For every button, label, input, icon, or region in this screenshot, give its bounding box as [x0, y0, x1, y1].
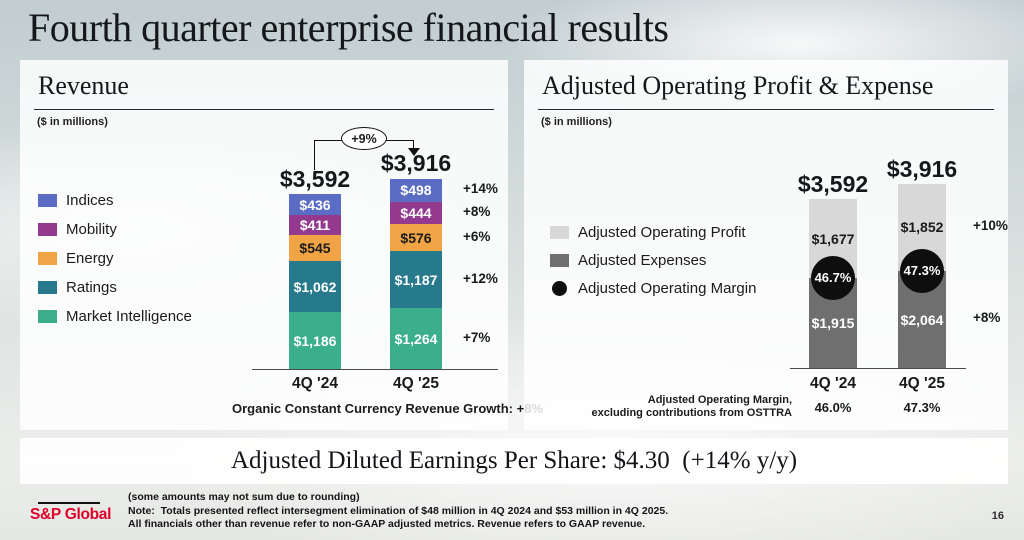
profit-panel-title: Adjusted Operating Profit & Expense: [542, 71, 934, 100]
legend-item-energy: Energy: [38, 250, 192, 267]
logo-rule: [38, 502, 100, 504]
eps-banner: Adjusted Diluted Earnings Per Share: $4.…: [20, 438, 1008, 484]
profit-legend: Adjusted Operating Profit Adjusted Expen…: [550, 224, 756, 297]
legend-label: Energy: [66, 250, 114, 267]
revenue-title-rule: [34, 109, 494, 110]
growth-label: +14%: [463, 181, 498, 197]
market-intelligence-swatch: [38, 310, 57, 323]
legend-item-indices: Indices: [38, 192, 192, 209]
legend-item-operating-margin: Adjusted Operating Margin: [550, 280, 756, 297]
bar-segment: $576: [390, 223, 442, 252]
legend-item-operating-profit: Adjusted Operating Profit: [550, 224, 756, 241]
margin-ex-osttra-label: Adjusted Operating Margin, excluding con…: [524, 394, 792, 420]
growth-arrow-left-riser: [314, 140, 315, 170]
margin-ex-osttra-value-4q24: 46.0%: [814, 400, 852, 415]
adjusted-expenses-swatch: [550, 254, 569, 267]
page-title: Fourth quarter enterprise financial resu…: [28, 5, 669, 50]
profit-category-4q25: 4Q '25: [899, 375, 945, 392]
growth-label: +8%: [973, 310, 1001, 326]
growth-label: +7%: [463, 329, 491, 345]
revenue-total-4q24: $3,592: [279, 166, 351, 193]
legend-item-market-intelligence: Market Intelligence: [38, 308, 192, 325]
profit-title-rule: [538, 109, 994, 110]
profit-units-label: ($ in millions): [541, 116, 612, 128]
page-number: 16: [991, 510, 1004, 522]
margin-ex-osttra-line2: excluding contributions from OSTTRA: [591, 407, 792, 419]
revenue-panel-title: Revenue: [38, 71, 129, 100]
legend-label: Market Intelligence: [66, 308, 192, 325]
footnotes: (some amounts may not sum due to roundin…: [128, 491, 668, 532]
bar-segment: $436: [289, 194, 341, 216]
sp-global-logo: S&P Global: [30, 502, 111, 524]
growth-label: +6%: [463, 228, 491, 244]
revenue-chart: $3,592 $3,916 +9% $436 $411 $545 $1,062 $1,1…: [20, 60, 543, 430]
profit-chart: $3,592 $3,916 $1,677 $1,915 $1,852 $2,064 …: [524, 60, 1008, 430]
bar-segment: $1,062: [289, 261, 341, 313]
revenue-category-4q24: 4Q '24: [292, 375, 338, 392]
legend-label: Adjusted Operating Margin: [578, 280, 757, 297]
bar-segment: $1,264: [390, 308, 442, 369]
growth-label: +10%: [973, 218, 1008, 234]
revenue-units-label: ($ in millions): [37, 116, 108, 128]
legend-item-mobility: Mobility: [38, 221, 192, 238]
ratings-swatch: [38, 281, 57, 294]
legend-label: Mobility: [66, 221, 117, 238]
profit-category-4q24: 4Q '24: [810, 375, 856, 392]
revenue-x-axis: [252, 369, 498, 370]
revenue-panel: Revenue ($ in millions) Indices Mobility…: [20, 60, 543, 430]
footnote-intersegment: Note: Totals presented reflect intersegm…: [128, 504, 669, 517]
legend-label: Indices: [66, 192, 114, 209]
organic-growth-note: Organic Constant Currency Revenue Growth…: [232, 401, 543, 416]
growth-arrowhead-icon: [408, 148, 420, 156]
revenue-category-4q25: 4Q '25: [393, 375, 439, 392]
total-growth-badge: +9%: [341, 127, 387, 150]
logo-text: S&P Global: [30, 506, 112, 523]
margin-circle-4q25: 47.3%: [900, 248, 944, 293]
bar-segment: $1,187: [390, 251, 442, 309]
mobility-swatch: [38, 223, 57, 236]
growth-label: +8%: [463, 204, 491, 220]
legend-item-adjusted-expenses: Adjusted Expenses: [550, 252, 756, 269]
profit-total-4q25: $3,916: [886, 155, 958, 182]
profit-total-4q24: $3,592: [797, 171, 869, 198]
revenue-bar-4q24: $436 $411 $545 $1,062 $1,186: [289, 194, 341, 369]
legend-label: Adjusted Expenses: [578, 252, 707, 269]
operating-margin-dot-icon: [552, 281, 567, 296]
legend-label: Adjusted Operating Profit: [578, 224, 746, 241]
footnote-rounding: (some amounts may not sum due to roundin…: [128, 491, 360, 503]
revenue-bar-4q25: $498 $444 $576 $1,187 $1,264: [390, 178, 442, 369]
energy-swatch: [38, 252, 57, 265]
profit-panel: Adjusted Operating Profit & Expense ($ i…: [524, 60, 1008, 430]
revenue-legend: Indices Mobility Energy Ratings Market I…: [38, 192, 192, 325]
growth-arrow-right-drop: [413, 140, 414, 149]
bar-segment: $545: [289, 234, 341, 262]
operating-profit-swatch: [550, 226, 569, 239]
bar-segment: $411: [289, 215, 341, 235]
indices-swatch: [38, 194, 57, 207]
margin-ex-osttra-value-4q25: 47.3%: [903, 400, 941, 415]
legend-label: Ratings: [66, 279, 117, 296]
bar-segment: $498: [390, 178, 442, 203]
legend-item-ratings: Ratings: [38, 279, 192, 296]
bar-segment: $1,186: [289, 312, 341, 369]
margin-circle-4q24: 46.7%: [811, 255, 855, 300]
profit-x-axis: [790, 368, 966, 369]
margin-ex-osttra-line1: Adjusted Operating Margin,: [647, 394, 792, 406]
footnote-non-gaap: All financials other than revenue refer …: [128, 518, 646, 530]
bar-segment: $444: [390, 202, 442, 224]
growth-label: +12%: [463, 270, 498, 286]
